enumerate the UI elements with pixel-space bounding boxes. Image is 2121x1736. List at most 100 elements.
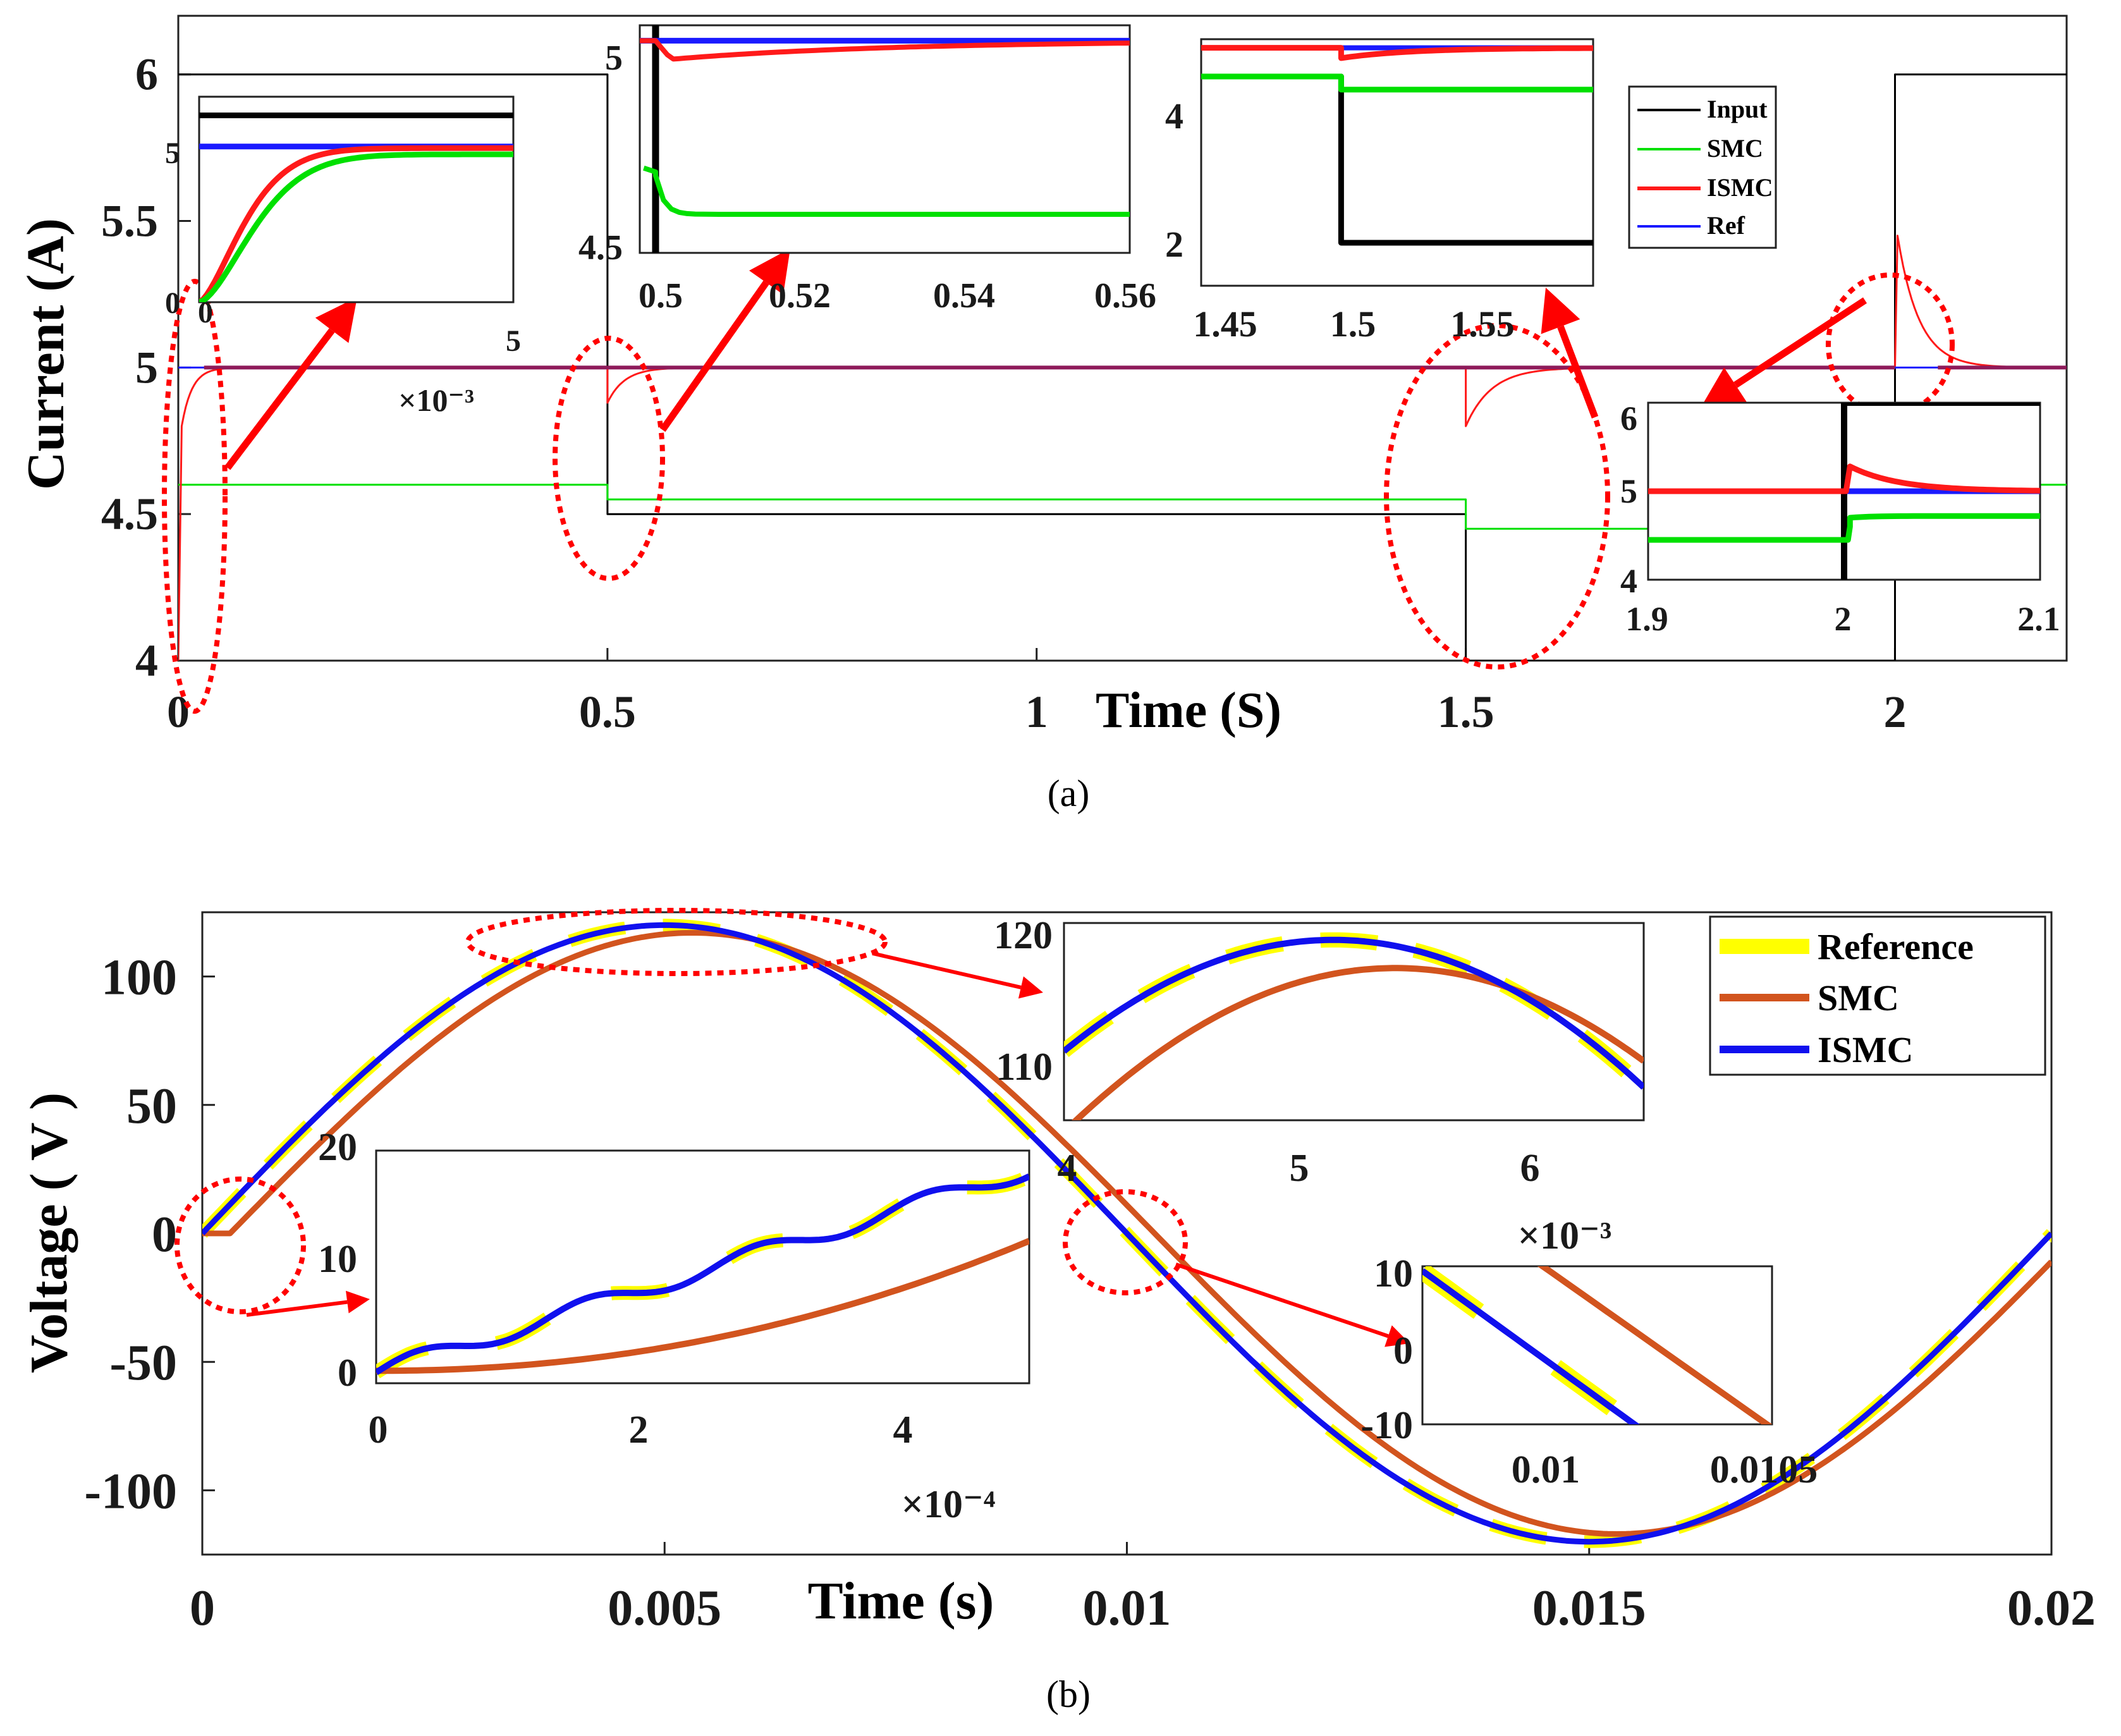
x-tick-label: 0	[167, 687, 190, 737]
inset-series-b1	[1064, 932, 1644, 1120]
y-tick-label: 5.5	[101, 196, 158, 247]
zoom-arrow-head	[1541, 288, 1580, 334]
inset-x-multiplier: ×10⁻³	[1518, 1214, 1612, 1257]
inset-x-tick-label: 1.9	[1625, 600, 1668, 638]
inset-series-b3	[1422, 1266, 1772, 1424]
inset-x-tick-label: 0	[369, 1409, 388, 1452]
inset-x-tick-label: 0.54	[933, 276, 995, 315]
x-tick-label: 2	[1883, 687, 1906, 737]
y-tick-label: -100	[84, 1464, 177, 1519]
inset-a4: 1.9 2 2.1 4 5 6	[1620, 400, 2060, 638]
xlabel-b: Time (s)	[808, 1572, 994, 1630]
inset-x-multiplier: ×10⁻⁴	[902, 1483, 996, 1526]
legend-label-ref: Ref	[1707, 211, 1745, 240]
inset-x-tick-label: 4	[1058, 1147, 1077, 1190]
inset-line-smc	[1201, 73, 1593, 93]
legend-label-smc-b: SMC	[1818, 977, 1899, 1018]
legend-label-smc: SMC	[1707, 134, 1763, 162]
zoom-arrow-shaft	[246, 1300, 348, 1317]
legend-box-a	[1628, 85, 1777, 249]
inset-x-tick-label: 1.5	[1330, 303, 1376, 345]
ylabel-a: Current (A)	[16, 218, 75, 490]
zoom-marker-ellipse	[162, 279, 228, 714]
ylabel-b: Voltage ( V )	[20, 1092, 78, 1373]
y-tick-label: -50	[109, 1335, 177, 1391]
legend-label-reference: Reference	[1818, 926, 1974, 967]
inset-frame-a2	[639, 24, 1131, 254]
inset-series-a1	[199, 113, 513, 302]
legend-label-ismc-b: ISMC	[1818, 1029, 1913, 1070]
zoom-arrow-shaft	[872, 951, 1022, 989]
x-tick-label: 0.02	[2007, 1580, 2096, 1636]
caption-b: (b)	[1046, 1673, 1091, 1715]
xlabel-a: Time (S)	[1096, 683, 1281, 738]
y-tick-label: 4	[135, 635, 158, 686]
inset-series-a3	[1201, 45, 1593, 246]
y-tick-label: 100	[101, 950, 177, 1006]
zoom-marker-ellipse	[174, 1177, 306, 1314]
y-tick-label: 6	[135, 49, 158, 100]
zoom-arrow-shaft	[1175, 1262, 1389, 1338]
inset-ticks-a3: 1.45 1.5 1.55 2 4	[1165, 95, 1515, 345]
zoom-arrow	[1701, 297, 1867, 408]
legend-a: Input SMC ISMC Ref	[1628, 85, 1777, 249]
inset-y-tick-label: 120	[994, 914, 1053, 957]
inset-y-tick-label: 10	[318, 1238, 357, 1281]
zoom-arrow-head	[346, 1290, 370, 1314]
inset-x-tick-label: 0	[198, 296, 213, 329]
inset-a2: 0.5 0.52 0.54 0.56 4.5 5	[578, 24, 1156, 315]
inset-y-tick-label: 5	[165, 137, 180, 170]
inset-ticks-a4: 1.9 2 2.1 4 5 6	[1620, 400, 2060, 638]
inset-y-tick-label: 0	[165, 286, 180, 320]
series-line-smc	[202, 930, 2051, 1537]
zoom-marker-ellipse	[1826, 272, 1955, 417]
zoom-arrow	[246, 1290, 370, 1317]
x-tick-label: 0	[190, 1580, 215, 1636]
inset-series-a2	[640, 25, 1130, 253]
x-tick-label: 0.015	[1532, 1580, 1646, 1636]
inset-line-smc	[376, 1238, 1029, 1374]
axis-ticks-a: 0 0.5 1 1.5 244.555.56	[101, 49, 1906, 737]
series-line-input	[178, 73, 2067, 661]
inset-ticks-a1: 0 5 0 5 ×10⁻³	[165, 137, 521, 418]
inset-a1: 0 5 0 5 ×10⁻³	[165, 95, 521, 418]
y-tick-label: 4.5	[101, 489, 158, 539]
inset-y-tick-label: 5	[1620, 472, 1637, 510]
inset-line-ismc	[640, 38, 1130, 62]
inset-y-tick-label: 110	[996, 1046, 1053, 1089]
legend-label-input: Input	[1707, 95, 1768, 123]
zoom-arrow-shaft	[1557, 325, 1599, 419]
inset-x-tick-label: 5	[506, 324, 521, 358]
inset-line-ismc	[1064, 936, 1644, 1090]
zoom-arrow-shaft	[659, 280, 769, 432]
zoom-arrow-head	[749, 248, 790, 295]
x-tick-label: 0.005	[608, 1580, 721, 1636]
x-tick-label: 1.5	[1438, 687, 1494, 737]
inset-y-tick-label: 4	[1165, 95, 1183, 137]
inset-line-input	[1841, 403, 2040, 580]
inset-line-smc	[643, 165, 1130, 217]
inset-b3: 0.01 0.0105 -10 0 10	[1360, 1252, 1818, 1491]
zoom-marker-ellipse	[465, 908, 888, 976]
inset-x-tick-label: 2.1	[2017, 600, 2060, 638]
inset-x-tick-label: 6	[1520, 1147, 1540, 1190]
inset-b1: 4 5 6 110 120 ×10⁻³	[994, 914, 1645, 1257]
inset-x-tick-label: 0.52	[769, 276, 831, 315]
inset-y-tick-label: 5	[605, 39, 623, 78]
series-layer-a	[178, 73, 2067, 661]
inset-series-b2	[376, 1170, 1029, 1379]
inset-line-ismc	[1648, 463, 2040, 494]
inset-x-tick-label: 2	[1835, 600, 1852, 638]
inset-line-smc	[1648, 513, 2040, 543]
inset-ticks-b1: 4 5 6 110 120 ×10⁻³	[994, 914, 1611, 1257]
series-layer-b	[202, 919, 2051, 1548]
zoom-arrow	[872, 951, 1043, 999]
inset-x-tick-label: 0.56	[1094, 276, 1156, 315]
inset-line-ismc	[199, 145, 513, 302]
inset-x-tick-label: 0.01	[1512, 1448, 1580, 1491]
zoom-arrow-shaft	[224, 328, 335, 470]
zoom-arrow	[659, 248, 790, 432]
zoom-arrow-head	[1701, 367, 1747, 408]
inset-a3: 1.45 1.5 1.55 2 4	[1165, 38, 1594, 345]
